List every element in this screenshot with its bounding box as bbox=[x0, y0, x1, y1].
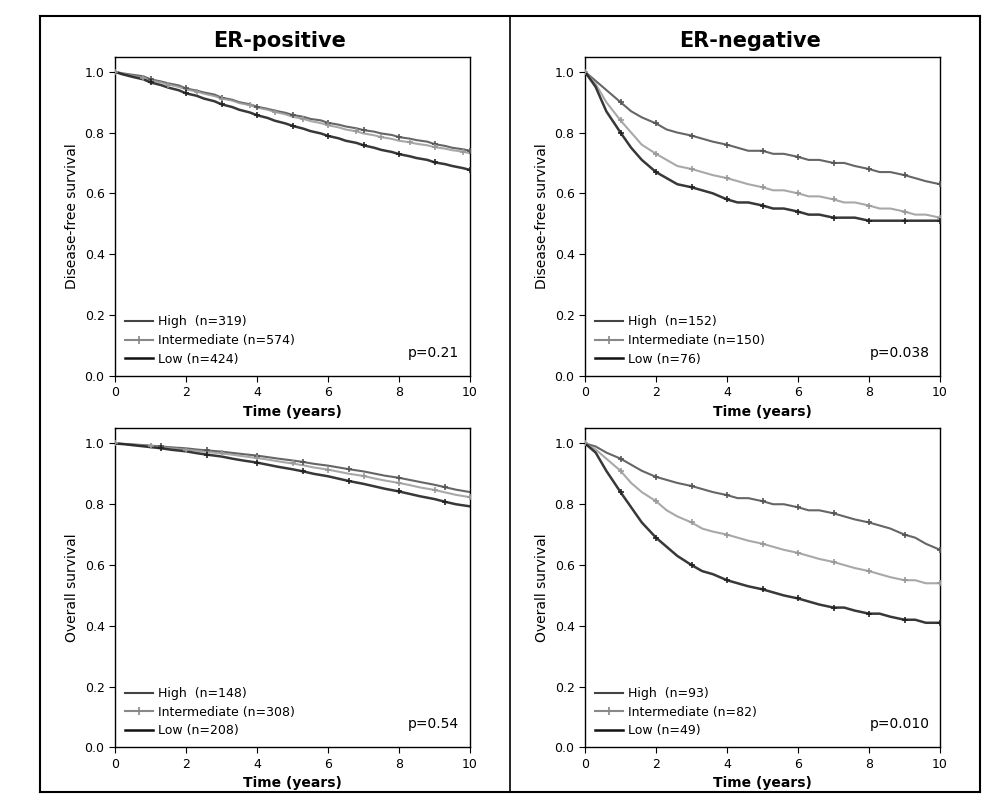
Text: ER-positive: ER-positive bbox=[213, 31, 346, 51]
Legend: High  (n=148), Intermediate (n=308), Low (n=208): High (n=148), Intermediate (n=308), Low … bbox=[121, 684, 298, 741]
X-axis label: Time (years): Time (years) bbox=[243, 776, 342, 790]
Legend: High  (n=319), Intermediate (n=574), Low (n=424): High (n=319), Intermediate (n=574), Low … bbox=[121, 312, 298, 369]
Legend: High  (n=93), Intermediate (n=82), Low (n=49): High (n=93), Intermediate (n=82), Low (n… bbox=[591, 684, 760, 741]
Y-axis label: Disease-free survival: Disease-free survival bbox=[65, 143, 79, 289]
X-axis label: Time (years): Time (years) bbox=[243, 405, 342, 419]
Legend: High  (n=152), Intermediate (n=150), Low (n=76): High (n=152), Intermediate (n=150), Low … bbox=[591, 312, 768, 369]
Text: p=0.010: p=0.010 bbox=[869, 718, 929, 731]
Text: p=0.038: p=0.038 bbox=[869, 346, 929, 360]
Y-axis label: Disease-free survival: Disease-free survival bbox=[535, 143, 549, 289]
Y-axis label: Overall survival: Overall survival bbox=[535, 533, 549, 642]
X-axis label: Time (years): Time (years) bbox=[713, 405, 812, 419]
Text: ER-negative: ER-negative bbox=[679, 31, 821, 51]
X-axis label: Time (years): Time (years) bbox=[713, 776, 812, 790]
Text: p=0.54: p=0.54 bbox=[408, 718, 459, 731]
Text: p=0.21: p=0.21 bbox=[408, 346, 459, 360]
Y-axis label: Overall survival: Overall survival bbox=[65, 533, 79, 642]
